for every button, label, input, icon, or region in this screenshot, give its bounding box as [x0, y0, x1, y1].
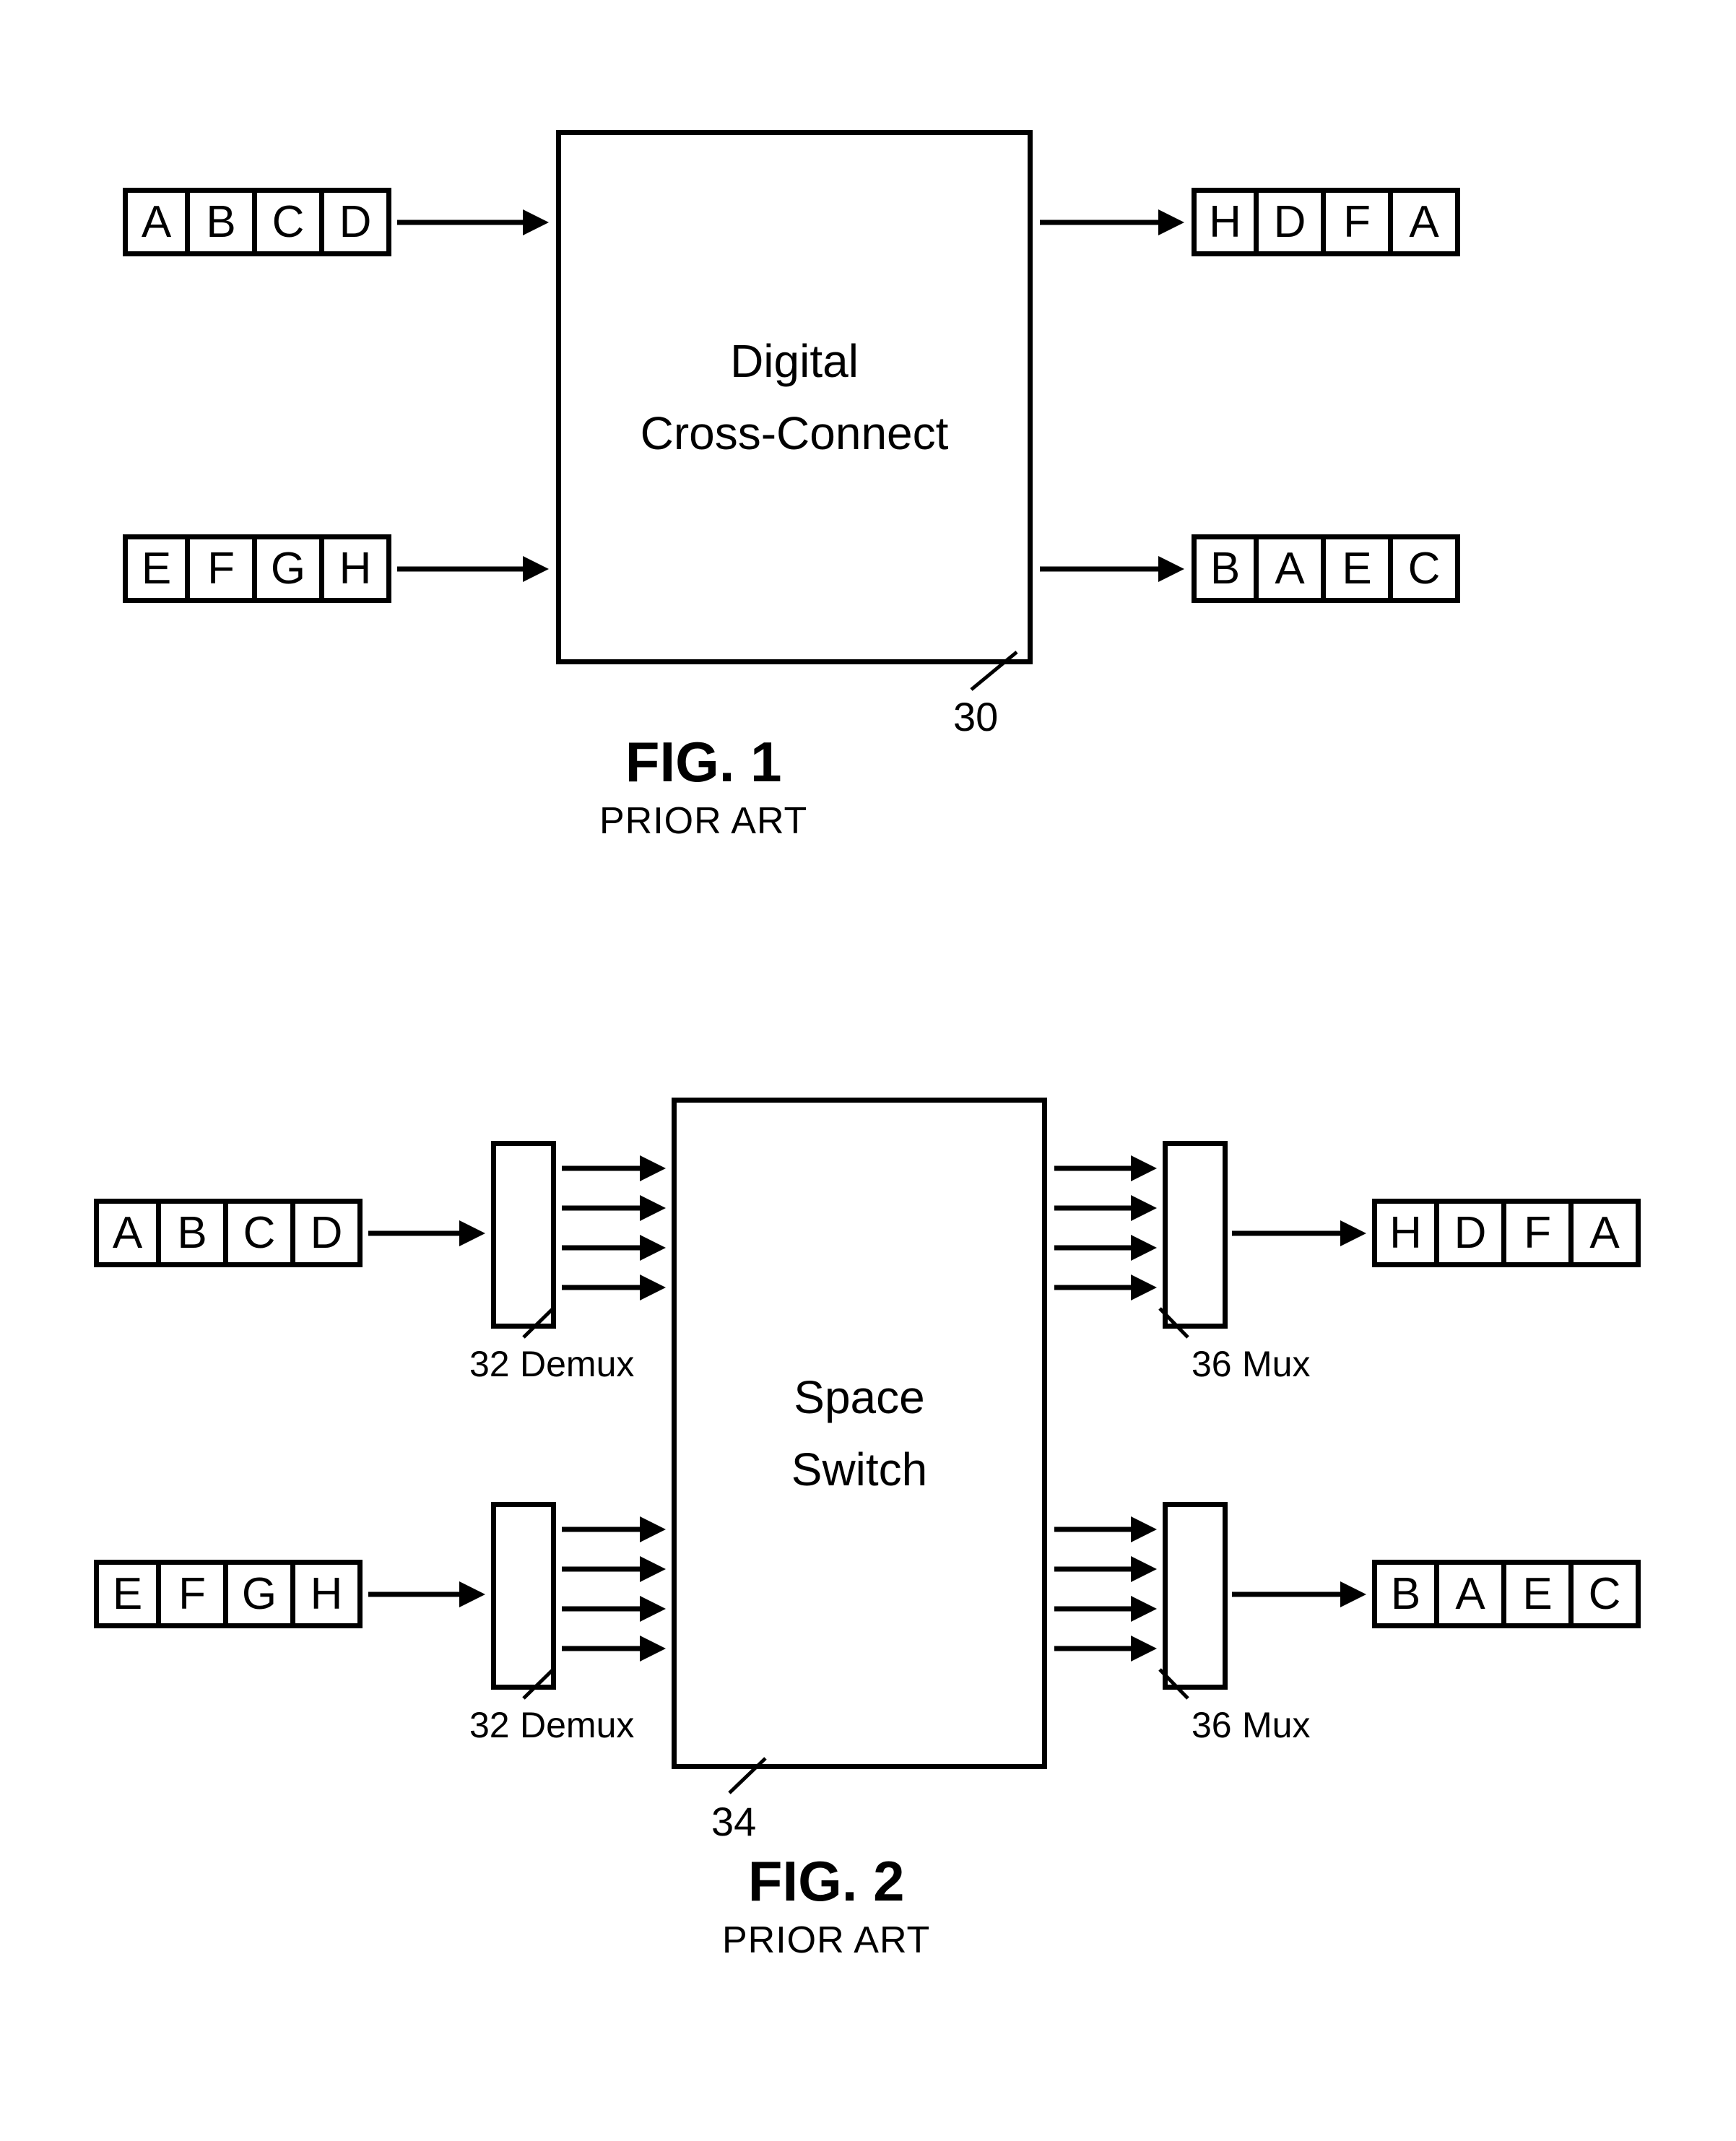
fig2-demux-top-ref: 32 — [469, 1343, 510, 1385]
fig2-in-top-cell-0: A — [94, 1199, 161, 1267]
fig1-caption: FIG. 1PRIOR ART — [599, 729, 807, 843]
fig1-in-top: ABCD — [123, 188, 391, 256]
fig2-out-bot-cell-1: A — [1439, 1560, 1506, 1628]
fig1-out-bot: BAEC — [1192, 534, 1460, 603]
fig2-out-top-cell-1: D — [1439, 1199, 1506, 1267]
fig1-in-bot-cell-2: G — [257, 534, 324, 603]
fig1-out-top-cell-0: H — [1192, 188, 1259, 256]
fig2-demux-bot-ref: 32 — [469, 1704, 510, 1746]
fig1-out-bot-cell-3: C — [1393, 534, 1460, 603]
fig2-out-top-cell-3: A — [1574, 1199, 1641, 1267]
fig1-in-bot: EFGH — [123, 534, 391, 603]
fig1-out-bot-cell-1: A — [1259, 534, 1326, 603]
fig1-out-top-cell-2: F — [1326, 188, 1393, 256]
fig2-mux-top-lbl: Mux — [1242, 1343, 1310, 1385]
fig2-center-box-line2: Switch — [791, 1443, 928, 1496]
fig1-refnum: 30 — [953, 693, 998, 740]
fig1-in-bot-cell-3: H — [324, 534, 391, 603]
fig2-out-top-cell-0: H — [1372, 1199, 1439, 1267]
fig2-in-bot: EFGH — [94, 1560, 363, 1628]
fig2-out-top-cell-2: F — [1506, 1199, 1574, 1267]
fig2-mux-top — [1163, 1141, 1228, 1329]
fig2-center-box-line1: Space — [794, 1371, 924, 1424]
fig1-center-box-line2: Cross-Connect — [641, 407, 949, 460]
fig1-out-top: HDFA — [1192, 188, 1460, 256]
fig1-in-top-cell-0: A — [123, 188, 190, 256]
fig2-in-top-cell-3: D — [295, 1199, 363, 1267]
fig2-demux-top-lbl: Demux — [520, 1343, 634, 1385]
fig2-demux-top — [491, 1141, 556, 1329]
fig2-in-bot-cell-3: H — [295, 1560, 363, 1628]
fig2-in-bot-cell-1: F — [161, 1560, 228, 1628]
fig1-out-bot-cell-2: E — [1326, 534, 1393, 603]
fig2-mux-bot-ref: 36 — [1192, 1704, 1232, 1746]
fig2-out-bot-cell-2: E — [1506, 1560, 1574, 1628]
fig1-center-box-line1: Digital — [730, 334, 859, 388]
fig1-in-bot-cell-0: E — [123, 534, 190, 603]
fig1-out-top-cell-1: D — [1259, 188, 1326, 256]
fig2-mux-bot — [1163, 1502, 1228, 1690]
fig2-in-top-cell-2: C — [228, 1199, 295, 1267]
fig1-out-top-cell-3: A — [1393, 188, 1460, 256]
fig2-in-top-cell-1: B — [161, 1199, 228, 1267]
fig2-mux-top-ref: 36 — [1192, 1343, 1232, 1385]
fig1-in-top-cell-1: B — [190, 188, 257, 256]
fig1-caption-num: FIG. 1 — [599, 729, 807, 795]
fig1-in-bot-cell-1: F — [190, 534, 257, 603]
fig2-demux-bot — [491, 1502, 556, 1690]
fig2-in-bot-cell-2: G — [228, 1560, 295, 1628]
fig1-in-top-cell-2: C — [257, 188, 324, 256]
fig1-center-box: Digital Cross-Connect — [556, 130, 1033, 664]
fig2-caption-num: FIG. 2 — [722, 1849, 930, 1914]
fig2-out-top: HDFA — [1372, 1199, 1641, 1267]
fig2-caption-sub: PRIOR ART — [722, 1919, 930, 1962]
fig2-refnum: 34 — [711, 1798, 756, 1845]
fig2-out-bot: BAEC — [1372, 1560, 1641, 1628]
fig2-out-bot-cell-3: C — [1574, 1560, 1641, 1628]
fig2-out-bot-cell-0: B — [1372, 1560, 1439, 1628]
fig1-caption-sub: PRIOR ART — [599, 799, 807, 843]
fig1-out-bot-cell-0: B — [1192, 534, 1259, 603]
fig2-in-top: ABCD — [94, 1199, 363, 1267]
fig2-center-box: Space Switch — [672, 1098, 1047, 1769]
fig2-in-bot-cell-0: E — [94, 1560, 161, 1628]
fig2-mux-bot-lbl: Mux — [1242, 1704, 1310, 1746]
fig2-demux-bot-lbl: Demux — [520, 1704, 634, 1746]
fig1-in-top-cell-3: D — [324, 188, 391, 256]
fig2-caption: FIG. 2 PRIOR ART — [722, 1849, 930, 1962]
